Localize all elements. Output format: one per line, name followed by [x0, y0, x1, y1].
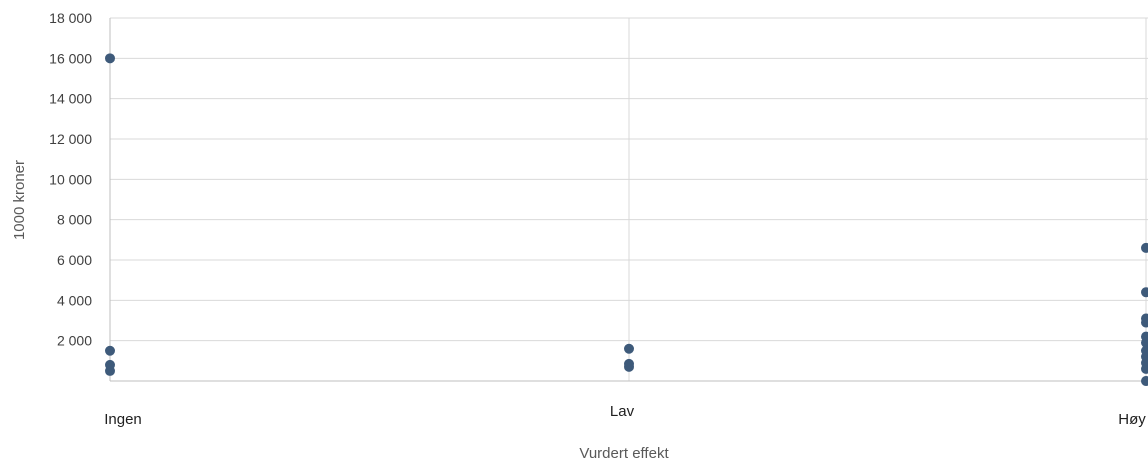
y-tick-label: 18 000 — [49, 10, 92, 26]
y-tick-label: 12 000 — [49, 131, 92, 147]
data-point — [1141, 363, 1148, 374]
data-point — [105, 365, 115, 376]
y-tick-label: 16 000 — [49, 50, 92, 66]
y-tick-label: 2 000 — [57, 333, 92, 349]
data-point — [624, 343, 634, 354]
y-tick-label: 4 000 — [57, 292, 92, 308]
axis-layer — [109, 18, 1148, 382]
x-tick-label: Ingen — [104, 411, 142, 428]
y-tick-label: 14 000 — [49, 91, 92, 107]
y-tick-label: 6 000 — [57, 252, 92, 268]
y-tick-label: 8 000 — [57, 212, 92, 228]
data-point — [1141, 337, 1148, 348]
y-tick-labels: 18 000 16 000 14 000 12 000 10 000 8 000 6 000… — [49, 10, 92, 349]
data-point — [1141, 317, 1148, 328]
data-point — [105, 53, 115, 64]
x-tick-label: Høy — [1118, 411, 1146, 428]
data-point — [105, 345, 115, 356]
data-point — [1141, 287, 1148, 298]
y-tick-label: 10 000 — [49, 171, 92, 187]
x-tick-label: Lav — [610, 403, 635, 420]
data-point — [624, 361, 634, 372]
data-point — [1141, 242, 1148, 253]
data-points — [105, 53, 1148, 386]
x-axis-title: Vurdert effekt — [579, 445, 669, 461]
grid-layer — [110, 17, 1148, 381]
y-axis-title: 1000 kroner — [11, 160, 28, 240]
data-point — [1141, 376, 1148, 386]
x-tick-labels: Ingen Lav Høy — [104, 403, 1146, 428]
